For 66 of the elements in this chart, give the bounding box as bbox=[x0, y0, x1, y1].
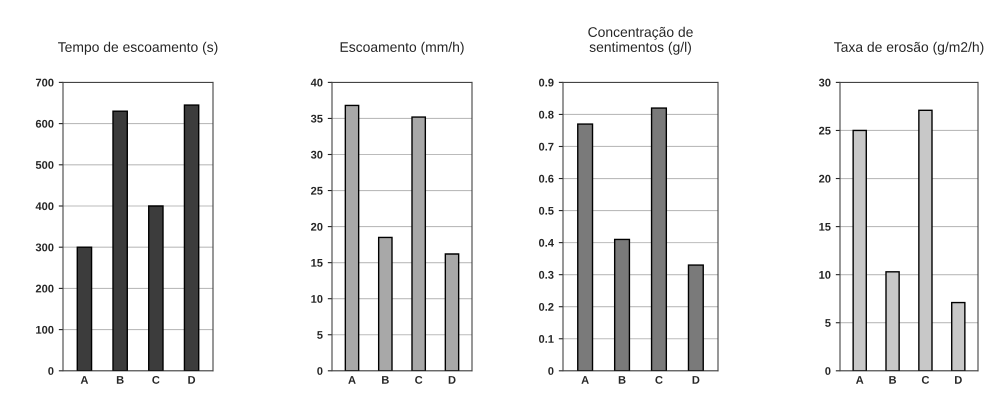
y-tick-label: 600 bbox=[36, 120, 54, 128]
bar bbox=[577, 123, 594, 371]
x-tick-label: C bbox=[415, 376, 422, 384]
y-tick-label: 20 bbox=[311, 222, 323, 231]
y-tick-label: 0.6 bbox=[538, 174, 554, 183]
y-tick-label: 0.8 bbox=[538, 110, 554, 119]
x-tick-label: D bbox=[448, 376, 456, 384]
bar bbox=[378, 236, 393, 371]
y-tick-label: 500 bbox=[36, 161, 54, 169]
y-tick-label: 15 bbox=[819, 222, 831, 231]
x-tick-label: B bbox=[116, 376, 124, 384]
bar bbox=[951, 302, 966, 371]
y-tick-label: 10 bbox=[311, 294, 323, 303]
x-tick-label: D bbox=[955, 376, 962, 384]
bar bbox=[852, 130, 867, 371]
bar bbox=[918, 110, 933, 371]
y-tick-label: 0.3 bbox=[538, 270, 554, 279]
x-tick-label: C bbox=[922, 376, 930, 384]
x-tick-label: A bbox=[348, 376, 356, 384]
y-tick-label: 0.1 bbox=[538, 335, 554, 343]
x-tick-label: D bbox=[188, 376, 196, 384]
y-tick-label: 10 bbox=[819, 270, 831, 279]
y-tick-label: 0.2 bbox=[538, 302, 554, 311]
chart-title: Taxa de erosão (g/m2/h) bbox=[834, 42, 984, 55]
x-tick-label: B bbox=[382, 376, 389, 384]
chart-title: Escoamento (mm/h) bbox=[340, 42, 464, 55]
y-tick-label: 35 bbox=[310, 114, 323, 123]
y-tick-label: 30 bbox=[310, 150, 323, 159]
bar bbox=[650, 107, 668, 371]
y-tick-label: 0 bbox=[48, 367, 54, 375]
bar bbox=[344, 104, 360, 371]
y-tick-label: 30 bbox=[818, 78, 831, 87]
y-tick-label: 15 bbox=[311, 259, 323, 267]
y-tick-label: 0.9 bbox=[538, 78, 554, 87]
bar bbox=[885, 271, 900, 371]
y-tick-label: 0.7 bbox=[538, 142, 554, 151]
bar bbox=[444, 253, 460, 371]
x-tick-label: C bbox=[152, 376, 160, 384]
y-tick-label: 0 bbox=[548, 367, 554, 375]
bar bbox=[614, 238, 630, 371]
y-tick-label: 0 bbox=[317, 367, 323, 375]
y-tick-label: 40 bbox=[310, 78, 323, 87]
y-tick-label: 5 bbox=[825, 319, 831, 327]
y-tick-label: 200 bbox=[36, 284, 54, 293]
y-tick-label: 0.5 bbox=[538, 206, 554, 215]
y-tick-label: 400 bbox=[36, 202, 54, 210]
y-tick-label: 5 bbox=[317, 331, 323, 339]
y-tick-label: 25 bbox=[819, 126, 831, 135]
bar bbox=[411, 116, 426, 371]
y-tick-label: 0.4 bbox=[538, 238, 554, 247]
x-tick-label: C bbox=[655, 376, 663, 384]
y-tick-label: 0 bbox=[825, 367, 831, 375]
chart-title: Concentração de sentimentos (g/l) bbox=[588, 26, 693, 55]
y-tick-label: 25 bbox=[311, 186, 323, 195]
x-tick-label: B bbox=[618, 376, 626, 384]
x-tick-label: D bbox=[692, 376, 700, 384]
chart-title: Tempo de escoamento (s) bbox=[58, 42, 218, 55]
y-tick-label: 300 bbox=[36, 243, 54, 252]
bar bbox=[688, 264, 704, 371]
x-tick-label: B bbox=[889, 376, 896, 384]
x-tick-label: A bbox=[581, 376, 589, 384]
y-tick-label: 20 bbox=[819, 174, 831, 183]
x-tick-label: A bbox=[856, 376, 864, 384]
y-tick-label: 100 bbox=[36, 326, 54, 334]
x-tick-label: A bbox=[80, 376, 88, 384]
y-tick-label: 700 bbox=[36, 78, 54, 87]
